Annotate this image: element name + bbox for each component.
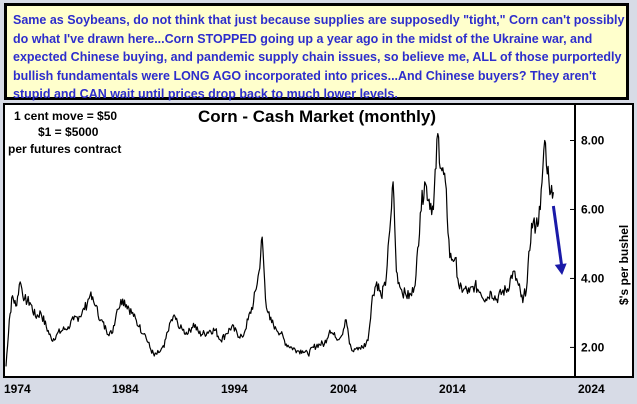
x-tick-label: 2024 — [578, 382, 605, 396]
commentary-text: Same as Soybeans, do not think that just… — [13, 13, 625, 102]
commentary-box: Same as Soybeans, do not think that just… — [4, 3, 629, 101]
forecast-arrow-shaft — [551, 205, 564, 270]
y-tick-label: 8.00 — [581, 133, 605, 147]
x-tick-label: 2014 — [439, 382, 466, 396]
y-axis-strip — [574, 103, 634, 378]
forecast-arrow-head — [554, 263, 567, 275]
contract-note-line2: $1 = $5000 — [38, 125, 99, 139]
chart-area: Corn - Cash Market (monthly) 1 cent move… — [0, 100, 637, 404]
y-tick-label: 6.00 — [581, 202, 605, 216]
chart-title: Corn - Cash Market (monthly) — [198, 107, 436, 126]
x-tick-label: 1974 — [4, 382, 31, 396]
contract-note-line3: per futures contract — [8, 142, 121, 156]
y-tick-label: 2.00 — [581, 340, 605, 354]
contract-note-line1: 1 cent move = $50 — [14, 109, 117, 123]
x-tick-label: 2004 — [330, 382, 357, 396]
x-tick-label: 1994 — [221, 382, 248, 396]
corn-price-chart: Corn - Cash Market (monthly) 1 cent move… — [3, 103, 634, 396]
tick-group: 1974 1984 1994 2004 2014 2024 2.00 4.00 6.00 8.00 — [4, 133, 605, 396]
plot-area — [3, 103, 576, 378]
series-group — [5, 133, 554, 367]
corn-price-line — [5, 133, 554, 367]
y-tick-label: 4.00 — [581, 271, 605, 285]
forecast-arrow-group — [551, 205, 567, 275]
y-axis-label: $'s per bushel — [617, 225, 631, 305]
x-tick-label: 1984 — [112, 382, 139, 396]
